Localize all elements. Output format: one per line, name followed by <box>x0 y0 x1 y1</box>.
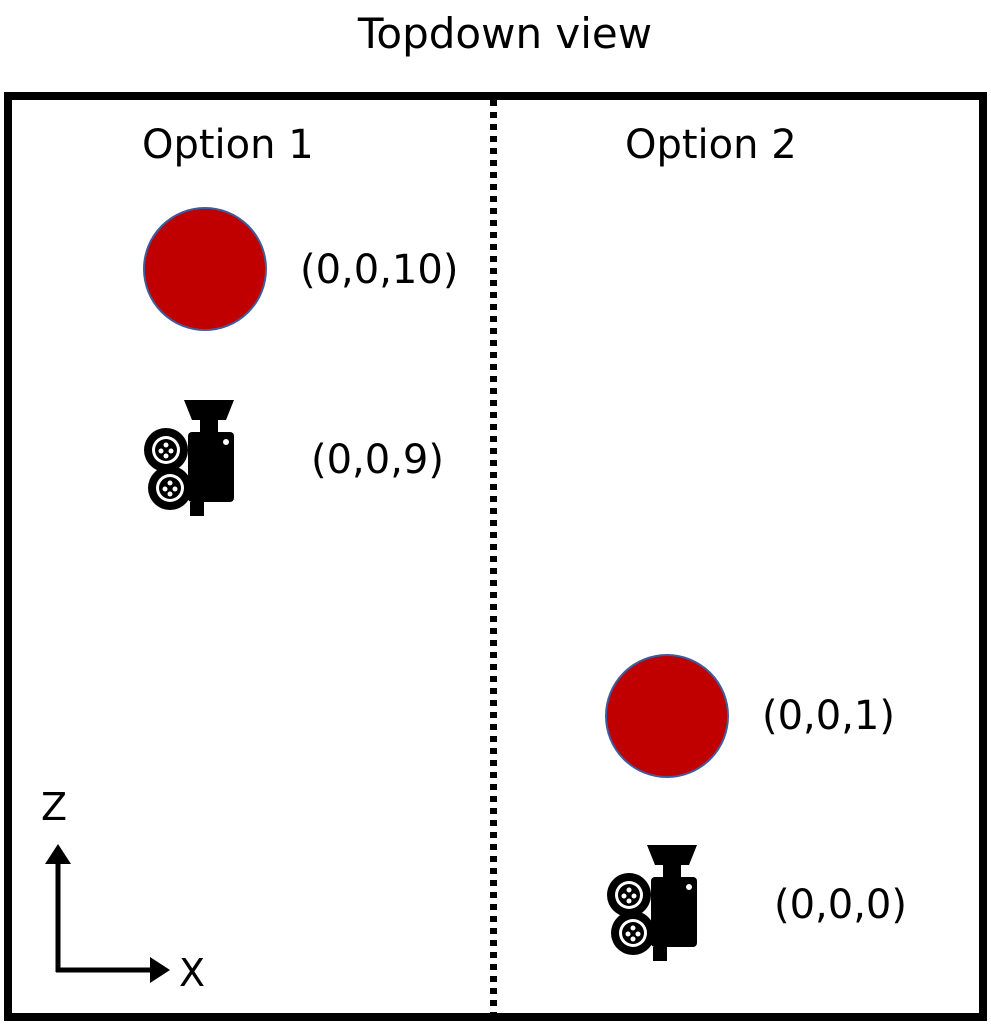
axes-indicator <box>45 844 170 983</box>
option-1-camera-coord: (0,0,9) <box>311 437 444 483</box>
option-1-label: Option 1 <box>142 122 314 168</box>
option-1-camera-icon <box>144 400 234 516</box>
option-2-ball-icon <box>605 654 729 778</box>
option-2-label: Option 2 <box>625 122 797 168</box>
option-2-camera-icon <box>607 845 697 961</box>
z-axis-label: Z <box>41 785 68 829</box>
option-1-ball-coord: (0,0,10) <box>300 247 459 293</box>
option-2-ball-coord: (0,0,1) <box>762 693 895 739</box>
diagram-title: Topdown view <box>357 9 653 58</box>
z-axis-arrowhead <box>45 844 71 864</box>
option-divider <box>490 100 497 1013</box>
option-1-ball-icon <box>143 207 267 331</box>
option-2-camera-coord: (0,0,0) <box>774 882 907 928</box>
x-axis-arrowhead <box>150 957 170 983</box>
x-axis-label: X <box>179 951 206 995</box>
